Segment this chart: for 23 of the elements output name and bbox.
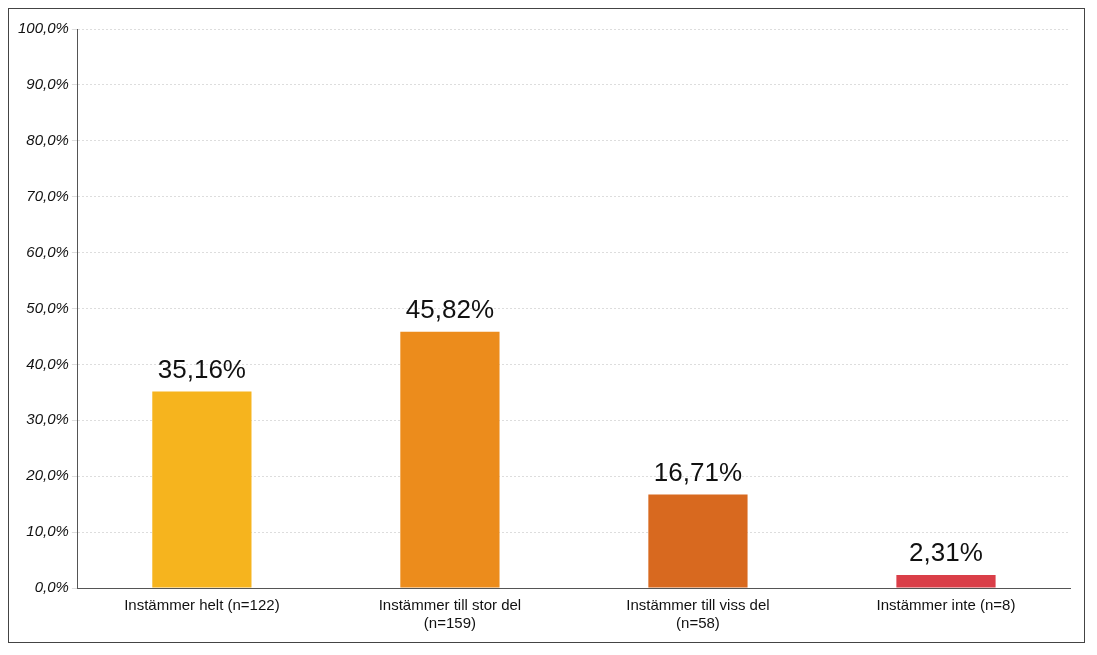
y-tick-label: 10,0% (26, 522, 69, 540)
bar (400, 331, 500, 588)
y-tick-label: 60,0% (26, 242, 69, 260)
bar (152, 391, 252, 588)
y-tick-label: 20,0% (25, 466, 69, 484)
y-tick-label: 40,0% (26, 354, 69, 372)
y-tick-label: 90,0% (26, 75, 69, 93)
y-tick-label: 70,0% (26, 186, 69, 204)
x-tick-label: Instämmer inte (n=8) (876, 596, 1016, 614)
data-label: 45,82% (405, 294, 495, 325)
y-tick-label: 30,0% (26, 410, 69, 428)
y-tick-label: 50,0% (26, 298, 69, 316)
x-tick-label: Instämmer till stor del (n=159) (378, 596, 522, 632)
x-tick-label: Instämmer helt (n=122) (124, 596, 280, 614)
data-label: 16,71% (653, 456, 743, 487)
data-label: 35,16% (157, 353, 246, 384)
x-tick-label: Instämmer till viss del (n=58) (626, 596, 770, 632)
bar (896, 575, 996, 588)
data-label: 2,31% (909, 537, 983, 568)
y-tick-label: 80,0% (26, 130, 69, 148)
y-tick-label: 100,0% (18, 19, 69, 37)
y-tick-label: 0,0% (34, 578, 69, 596)
bar (648, 494, 748, 588)
